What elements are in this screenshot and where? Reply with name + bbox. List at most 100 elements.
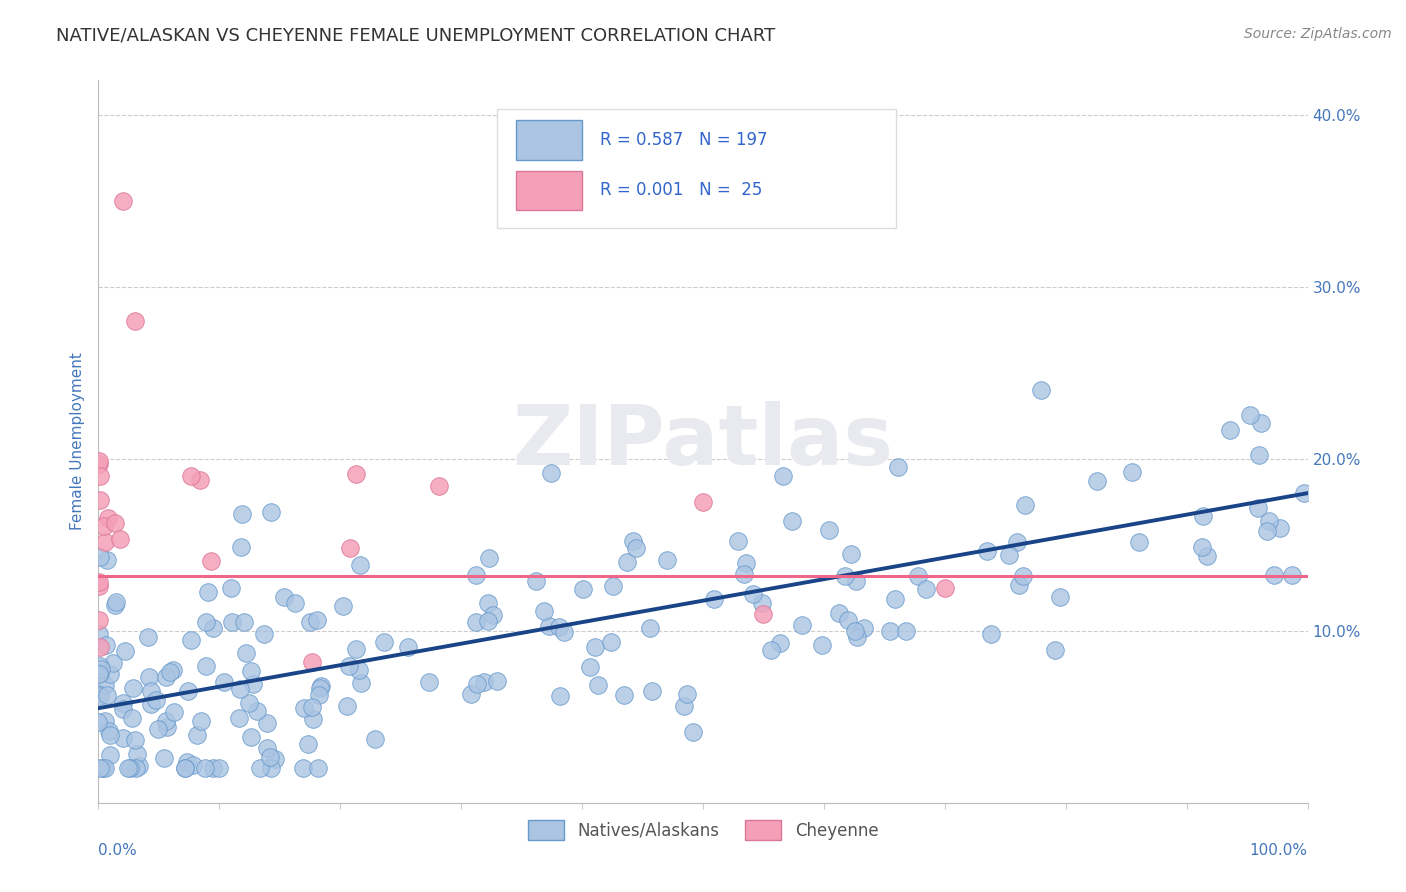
Point <box>427 479 450 493</box>
Point <box>229 681 252 696</box>
Point <box>1294 486 1316 500</box>
Point <box>188 473 211 487</box>
Point <box>305 613 328 627</box>
Point <box>291 761 314 775</box>
Point <box>1029 383 1052 397</box>
Text: ZIPatlas: ZIPatlas <box>513 401 893 482</box>
Point <box>87 666 110 681</box>
Point <box>87 715 110 730</box>
Point <box>344 467 367 481</box>
Y-axis label: Female Unemployment: Female Unemployment <box>69 352 84 531</box>
Point <box>1049 590 1071 604</box>
Point <box>128 759 150 773</box>
Point <box>837 613 859 627</box>
Point <box>249 761 271 775</box>
Point <box>195 615 218 629</box>
Point <box>742 587 765 601</box>
Point <box>1247 500 1270 515</box>
Point <box>337 659 360 673</box>
Point <box>194 761 217 775</box>
Point <box>845 574 868 588</box>
Point <box>309 680 332 694</box>
Point <box>214 675 236 690</box>
Point <box>339 541 361 555</box>
Point <box>538 619 561 633</box>
Point <box>139 697 162 711</box>
Point <box>104 516 127 530</box>
Point <box>1239 408 1261 422</box>
Point <box>336 698 359 713</box>
Point <box>93 534 115 549</box>
Point <box>477 596 499 610</box>
Point <box>1192 509 1215 524</box>
Text: NATIVE/ALASKAN VS CHEYENNE FEMALE UNEMPLOYMENT CORRELATION CHART: NATIVE/ALASKAN VS CHEYENNE FEMALE UNEMPL… <box>56 27 776 45</box>
Point <box>588 678 610 692</box>
Point <box>418 674 440 689</box>
Point <box>155 714 177 728</box>
Point <box>125 761 148 775</box>
Point <box>100 748 122 763</box>
Point <box>111 702 134 716</box>
Point <box>201 761 224 775</box>
Point <box>485 673 508 688</box>
FancyBboxPatch shape <box>516 170 582 211</box>
FancyBboxPatch shape <box>498 109 897 228</box>
Point <box>1121 465 1143 479</box>
Point <box>139 684 162 698</box>
Point <box>273 590 295 604</box>
Point <box>526 574 548 588</box>
Point <box>98 728 121 742</box>
Point <box>915 582 938 596</box>
Point <box>246 704 269 718</box>
Point <box>548 689 571 703</box>
Point <box>138 631 160 645</box>
Point <box>583 640 606 654</box>
Point <box>460 687 482 701</box>
Point <box>846 630 869 644</box>
Point <box>1250 416 1272 430</box>
Point <box>1128 535 1150 549</box>
Point <box>221 615 243 629</box>
Point <box>548 620 571 634</box>
Point <box>202 621 225 635</box>
Point <box>602 579 624 593</box>
Point <box>578 660 600 674</box>
Point <box>1043 643 1066 657</box>
Point <box>124 733 146 747</box>
Point <box>841 547 863 561</box>
Point <box>672 698 695 713</box>
Point <box>621 533 644 548</box>
Point <box>89 761 111 775</box>
Point <box>332 599 354 614</box>
Point <box>97 724 120 739</box>
Point <box>734 556 756 570</box>
Point <box>253 626 276 640</box>
Point <box>97 511 120 525</box>
Point <box>464 615 486 629</box>
Point <box>183 757 205 772</box>
Point <box>186 728 208 742</box>
Point <box>682 725 704 739</box>
Point <box>94 714 117 729</box>
Point <box>655 553 678 567</box>
Point <box>89 666 111 681</box>
Point <box>284 596 307 610</box>
Point <box>240 664 263 678</box>
Point <box>474 675 496 690</box>
Point <box>811 638 834 652</box>
Point <box>117 761 139 775</box>
Point <box>1014 498 1036 512</box>
Point <box>1191 540 1213 554</box>
Point <box>818 523 841 537</box>
Point <box>465 677 488 691</box>
Point <box>616 555 638 569</box>
Point <box>733 566 755 581</box>
Point <box>553 625 575 640</box>
Point <box>259 750 281 764</box>
Text: 100.0%: 100.0% <box>1250 843 1308 857</box>
Point <box>790 618 813 632</box>
Point <box>111 731 134 746</box>
Point <box>301 700 323 714</box>
Point <box>180 633 202 648</box>
Point <box>1263 568 1285 582</box>
